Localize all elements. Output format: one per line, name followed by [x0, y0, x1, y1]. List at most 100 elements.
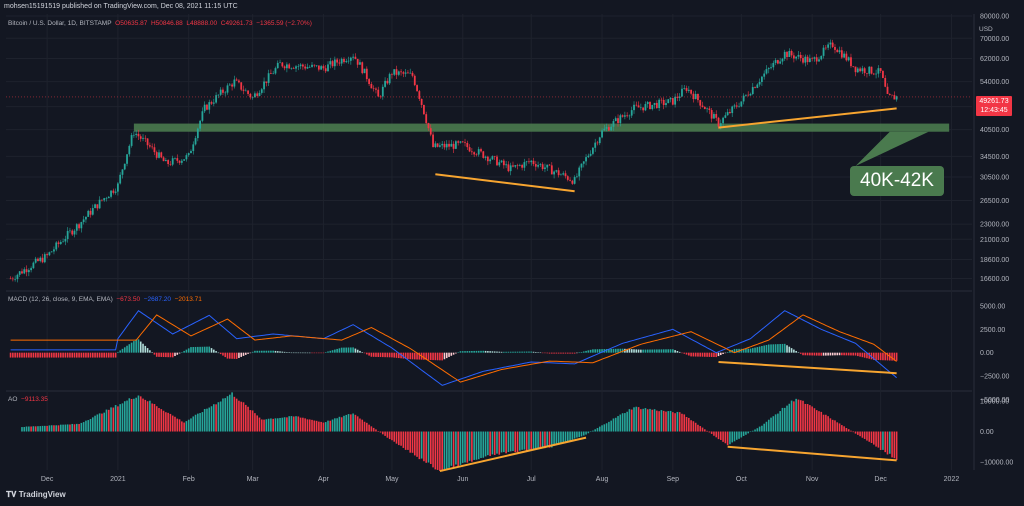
candle-body — [598, 137, 601, 144]
macd-histogram-bar — [795, 350, 797, 353]
ao-bar — [249, 410, 252, 432]
candle-body — [808, 58, 811, 63]
macd-histogram-bar — [25, 352, 28, 358]
macd-histogram-bar — [311, 352, 313, 354]
candle-body — [171, 158, 174, 165]
ao-bar — [692, 421, 695, 432]
macd-histogram-bar — [386, 352, 389, 358]
candle-body — [692, 93, 695, 100]
candle-body — [612, 121, 615, 127]
macd-histogram-bar — [710, 352, 713, 357]
macd-histogram-bar — [224, 352, 227, 358]
price-tick-label: 26500.00 — [980, 198, 1009, 205]
candle-body — [681, 88, 683, 97]
price-tick-label: 21000.00 — [980, 237, 1009, 244]
ao-bar — [142, 398, 144, 432]
ao-bar — [726, 431, 729, 446]
ao-bar — [229, 394, 231, 432]
ao-bar — [804, 403, 807, 432]
ao-bar — [345, 414, 348, 432]
candle-body — [667, 99, 670, 104]
candle-body — [450, 143, 453, 147]
candle-body — [274, 68, 277, 74]
candle-body — [544, 167, 546, 170]
ao-bar — [242, 402, 245, 432]
macd-histogram-bar — [274, 350, 277, 353]
candle-body — [304, 66, 307, 69]
candle-body — [46, 254, 49, 256]
ao-bar — [46, 425, 48, 432]
candle-body — [363, 68, 366, 74]
macd-histogram-bar — [532, 351, 535, 353]
macd-histogram-bar — [498, 351, 501, 353]
candle-body — [459, 141, 462, 143]
ao-bar — [281, 417, 284, 432]
ao-bar — [336, 418, 338, 432]
macd-histogram-bar — [302, 352, 304, 354]
candle-body — [96, 204, 99, 209]
ao-bar — [178, 419, 181, 432]
candle-body — [137, 133, 140, 137]
ao-bar — [366, 422, 368, 432]
macd-histogram-bar — [512, 351, 514, 353]
candle-body — [628, 115, 631, 117]
macd-histogram-bar — [505, 351, 507, 353]
candle-body — [256, 93, 259, 96]
ao-bar — [507, 431, 510, 452]
ao-bar — [548, 431, 551, 448]
macd-histogram-bar — [272, 350, 274, 353]
candle-body — [265, 81, 268, 83]
ao-bar — [413, 431, 416, 456]
candle-body — [576, 176, 578, 178]
ao-bar — [717, 431, 720, 440]
candle-body — [776, 60, 779, 64]
ao-bar — [644, 408, 647, 432]
macd-trendline — [718, 361, 897, 375]
macd-histogram-bar — [448, 352, 450, 357]
macd-histogram-bar — [493, 351, 496, 353]
candle-body — [402, 72, 405, 74]
ao-bar — [831, 419, 834, 432]
macd-histogram-bar — [391, 352, 393, 358]
macd-tick-label: −5000.00 — [980, 397, 1009, 404]
macd-histogram-bar — [181, 352, 183, 353]
candle-body — [870, 66, 873, 74]
macd-histogram-bar — [418, 352, 421, 360]
price-tick-label: 40500.00 — [980, 127, 1009, 134]
ao-bar — [585, 431, 587, 435]
macd-histogram-bar — [258, 350, 261, 353]
candle-body — [477, 149, 480, 155]
macd-histogram-bar — [740, 348, 743, 353]
ao-bar — [845, 427, 848, 432]
ao-bar — [461, 431, 464, 463]
macd-histogram-bar — [190, 347, 192, 353]
macd-histogram-bar — [877, 352, 880, 361]
support-zone-layer — [133, 123, 950, 166]
candle-body — [719, 123, 722, 127]
macd-histogram-bar — [413, 352, 416, 360]
macd-histogram-bar — [576, 352, 578, 354]
ao-bar — [60, 424, 62, 432]
high-value: H50846.88 — [150, 20, 183, 27]
candle-body — [281, 62, 284, 67]
candle-body — [251, 97, 254, 98]
ao-bar — [75, 423, 78, 432]
ao-bar — [628, 409, 631, 432]
macd-histogram-bar — [135, 339, 137, 353]
ao-bar — [690, 420, 692, 432]
ao-bar — [530, 431, 533, 450]
ao-bar — [343, 415, 345, 432]
candle-body — [541, 164, 544, 170]
ao-bar — [868, 431, 871, 442]
macd-histogram-bar — [256, 350, 259, 353]
candle-body — [603, 128, 606, 131]
ao-bar — [354, 414, 357, 432]
ao-tick-label: 10000.00 — [980, 399, 1009, 406]
macd-histogram-bar — [359, 350, 361, 353]
ao-bar — [660, 410, 663, 432]
symbol-label: Bitcoin / U.S. Dollar, 1D, BITSTAMP — [8, 20, 112, 27]
ao-bar — [738, 431, 740, 439]
ao-bar — [137, 395, 140, 432]
macd-histogram-bar — [875, 352, 877, 360]
macd-histogram-bar — [674, 350, 676, 353]
